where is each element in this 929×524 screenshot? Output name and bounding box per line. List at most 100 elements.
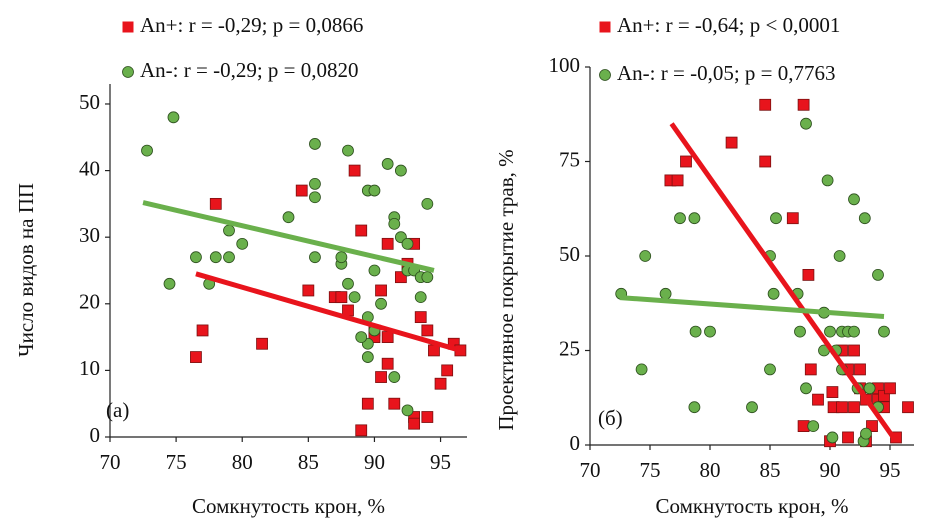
x-tick-label: 75 [640,458,661,482]
point [807,420,820,433]
point [394,164,407,177]
x-tick-label: 95 [880,458,901,482]
point [223,251,235,264]
point [848,193,860,206]
trend-line [619,295,885,319]
x-tick-label: 80 [700,458,721,482]
point [375,371,387,383]
legend-marker [599,69,611,81]
y-tick-label: 50 [79,90,100,114]
point [355,224,368,237]
point [680,155,692,168]
y-tick-label: 20 [79,290,100,314]
point [878,389,890,402]
point [866,420,878,433]
point [335,251,348,264]
point [812,393,824,406]
x-tick-label: 95 [430,450,451,474]
point [394,271,407,284]
point [401,404,414,417]
point [388,397,401,410]
y-tick-label: 10 [79,356,100,380]
point [355,331,368,343]
point [804,363,817,376]
y-tick-label: 0 [90,423,101,447]
point [635,363,648,376]
point [824,325,836,338]
point [759,98,772,111]
point [141,144,153,157]
y-tick-label: 100 [549,53,581,77]
point [434,377,447,390]
legend-label: An+: r = -0,64; p < 0,0001 [617,13,840,37]
x-axis-label: Сомкнутость крон, % [192,494,385,518]
point [797,98,810,111]
x-tick-label: 85 [298,450,319,474]
point [689,325,702,338]
point [309,251,321,264]
point [348,164,361,177]
x-tick-label: 90 [820,458,841,482]
legend-marker [122,66,134,78]
point [309,191,321,204]
point [381,357,394,370]
point [375,297,387,310]
point [872,268,884,281]
point [421,324,434,337]
legend-marker [122,21,134,33]
point [759,155,772,168]
point [441,364,454,377]
point [401,237,414,250]
x-tick-label: 85 [760,458,781,482]
x-tick-label: 75 [166,450,187,474]
y-tick-label: 0 [570,431,581,455]
point [688,401,701,414]
annotation: (a) [106,398,129,422]
point [196,324,209,337]
point [858,212,871,225]
point [167,111,180,124]
annotation: (б) [598,406,623,430]
point [854,363,866,376]
point [388,371,401,383]
point [674,212,686,225]
legend-label: An-: r = -0,29; p = 0,0820 [140,58,359,82]
point [688,212,701,225]
point [342,277,354,290]
x-tick-label: 70 [580,458,601,482]
x-axis-label: Сомкнутость крон, % [655,494,848,518]
point [764,363,776,376]
point [368,184,381,197]
point [863,382,876,395]
point [163,277,176,290]
point [821,174,834,187]
point [421,411,434,423]
y-axis-label: Число видов на ПП [14,183,38,357]
point [848,325,860,338]
point [833,250,846,262]
point [223,224,235,237]
trend-line [669,122,899,443]
point [381,331,394,343]
point [375,284,387,297]
x-tick-label: 80 [232,450,253,474]
point [209,197,222,210]
point [414,291,427,304]
point [767,287,780,300]
point [902,401,914,414]
point [368,264,381,277]
point [421,271,434,284]
point [335,291,348,304]
point [704,325,716,338]
point [355,424,368,437]
point [826,431,839,444]
point [800,382,812,395]
point [414,311,427,324]
legend-label: An+: r = -0,29; p = 0,0866 [140,13,363,37]
point [361,351,374,363]
point [725,136,738,149]
point [884,382,896,395]
point [256,337,268,350]
point [421,197,434,210]
